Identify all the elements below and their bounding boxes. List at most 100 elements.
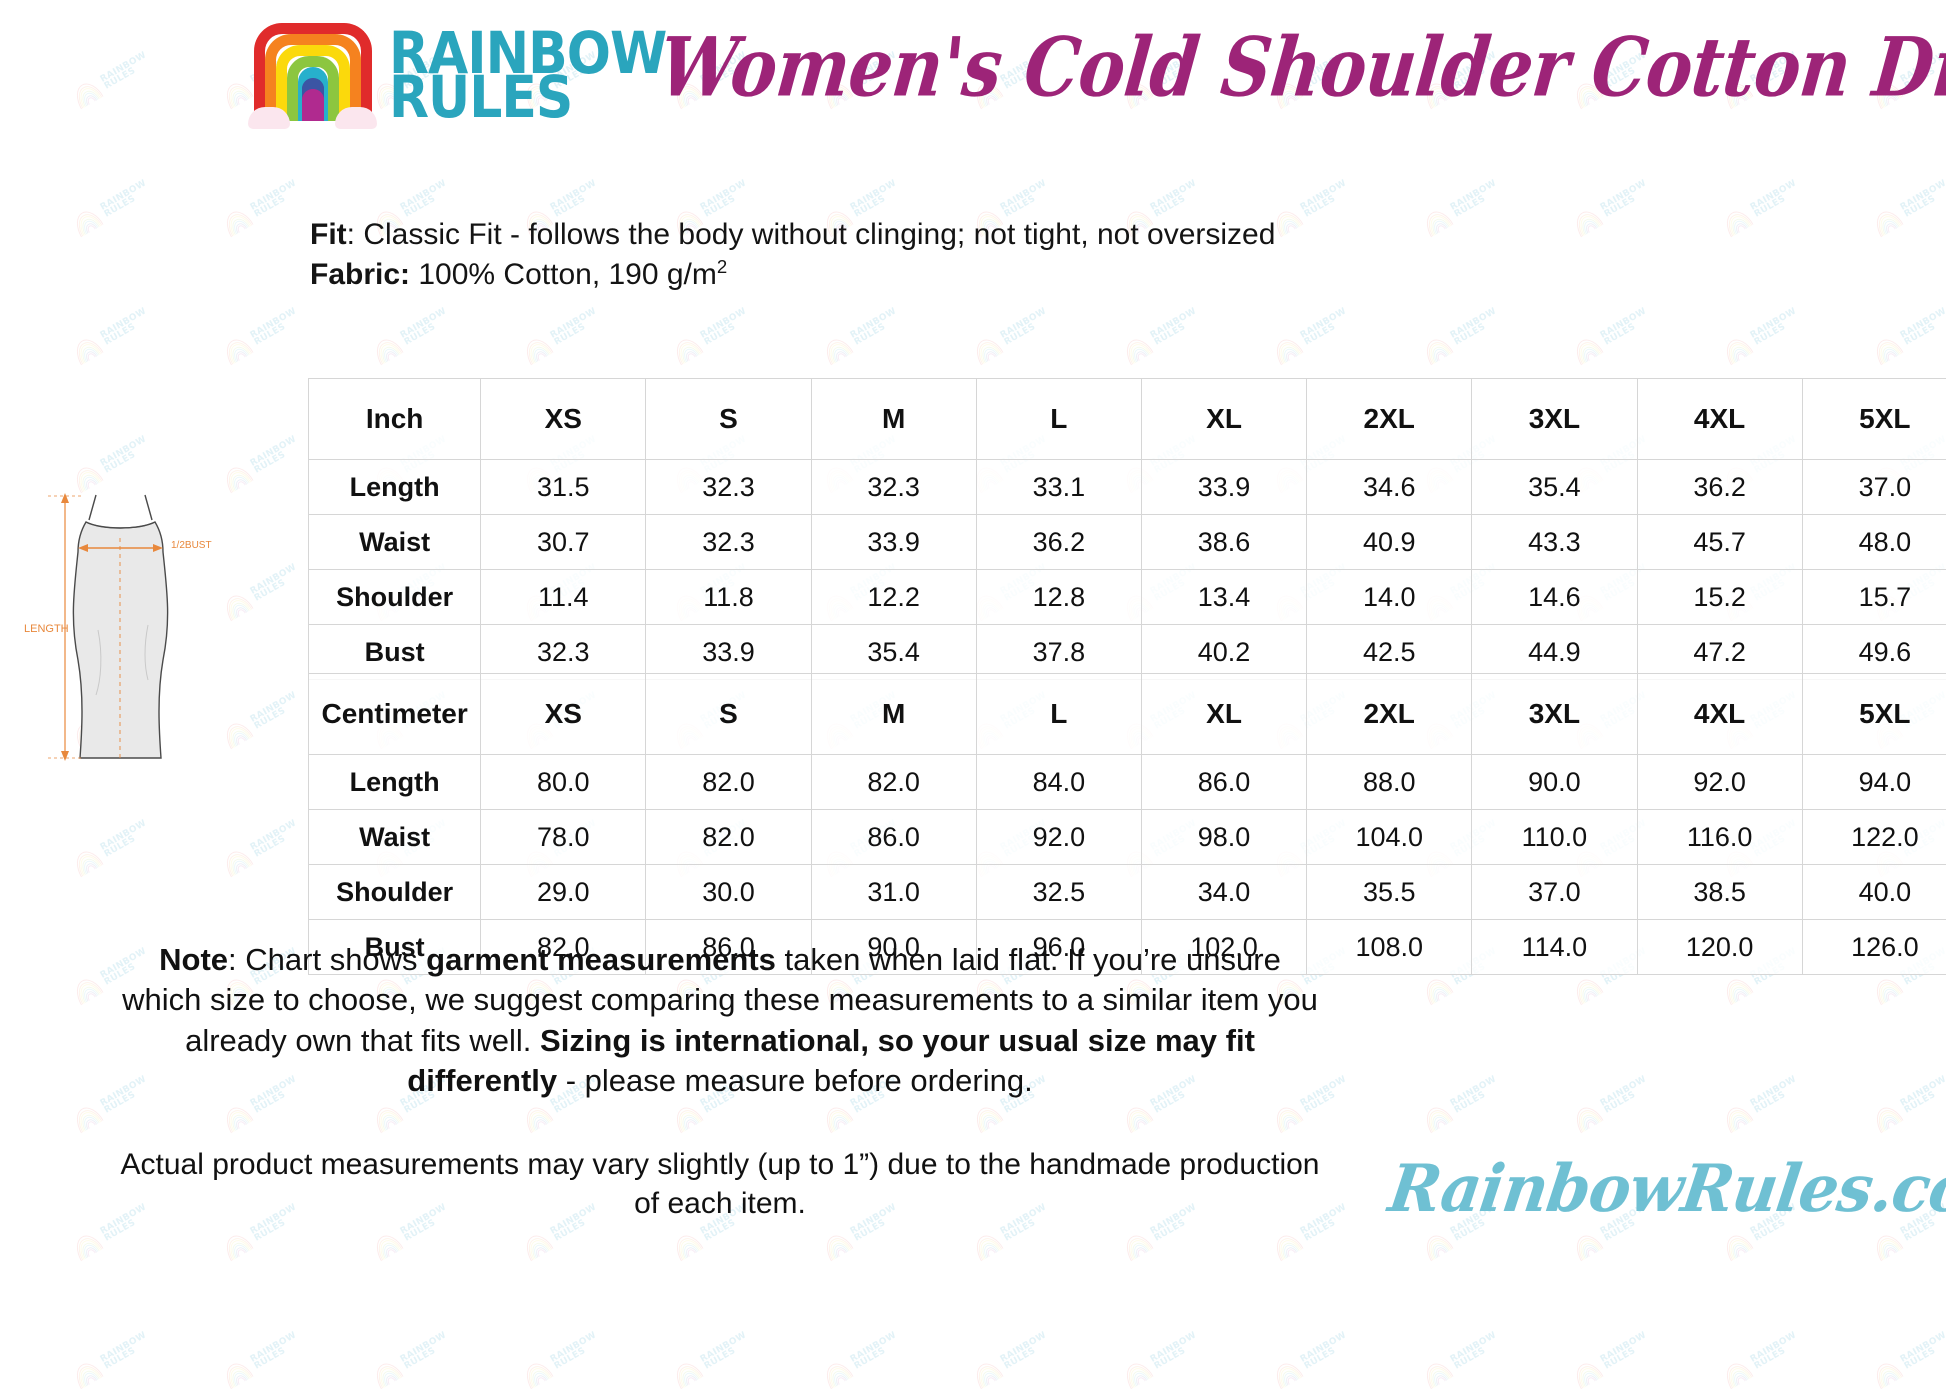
measure-label-length: Length [309, 460, 481, 515]
size-header-xs: XS [481, 379, 646, 460]
cell-inch-length-xs: 31.5 [481, 460, 646, 515]
dress-measurement-diagram: LENGTH 1/2BUST [8, 480, 248, 800]
cell-cm-bust-5xl: 126.0 [1802, 920, 1946, 975]
size-header-4xl: 4XL [1637, 379, 1802, 460]
cell-inch-bust-s: 33.9 [646, 625, 811, 680]
cell-cm-waist-xl: 98.0 [1141, 810, 1306, 865]
fabric-label: Fabric: [310, 258, 410, 291]
cell-inch-waist-5xl: 48.0 [1802, 515, 1946, 570]
fit-label: Fit [310, 218, 347, 251]
measure-label-bust: Bust [309, 625, 481, 680]
fit-line: Fit: Classic Fit - follows the body with… [310, 215, 1275, 255]
watermark-rainbow-icon [1720, 1229, 1754, 1261]
watermark-rainbow-icon [970, 1357, 1004, 1389]
cell-inch-waist-l: 36.2 [976, 515, 1141, 570]
cell-cm-shoulder-xs: 29.0 [481, 865, 646, 920]
brand-logo-line2: RULES [389, 74, 666, 123]
cell-inch-length-s: 32.3 [646, 460, 811, 515]
cell-inch-length-xl: 33.9 [1141, 460, 1306, 515]
watermark-rainbow-icon [1870, 1357, 1904, 1389]
watermark-rainbow-icon [1270, 1229, 1304, 1261]
watermark-rainbow-icon [1870, 1101, 1904, 1133]
watermark-rainbow-icon [670, 1229, 704, 1261]
watermark-rainbow-icon [820, 333, 854, 365]
cell-inch-waist-2xl: 40.9 [1307, 515, 1472, 570]
cell-cm-shoulder-5xl: 40.0 [1802, 865, 1946, 920]
watermark-rainbow-icon [1120, 1229, 1154, 1261]
cell-inch-bust-5xl: 49.6 [1802, 625, 1946, 680]
cell-inch-shoulder-4xl: 15.2 [1637, 570, 1802, 625]
watermark-rainbow-icon [1120, 333, 1154, 365]
cell-cm-waist-xs: 78.0 [481, 810, 646, 865]
measure-label-shoulder: Shoulder [309, 570, 481, 625]
cell-inch-waist-xl: 38.6 [1141, 515, 1306, 570]
size-header-2xl: 2XL [1307, 379, 1472, 460]
watermark-rainbow-icon [1720, 973, 1754, 1005]
cell-cm-waist-l: 92.0 [976, 810, 1141, 865]
watermark-rainbow-icon [1870, 333, 1904, 365]
fit-value: : Classic Fit - follows the body without… [347, 218, 1276, 251]
cell-inch-bust-xs: 32.3 [481, 625, 646, 680]
watermark-rainbow-icon [220, 1101, 254, 1133]
cell-inch-length-l: 33.1 [976, 460, 1141, 515]
watermark-rainbow-icon [1270, 1357, 1304, 1389]
measure-label-shoulder: Shoulder [309, 865, 481, 920]
cell-cm-bust-3xl: 114.0 [1472, 920, 1637, 975]
watermark-rainbow-icon [70, 973, 104, 1005]
watermark-rainbow-icon [1720, 333, 1754, 365]
cell-inch-waist-s: 32.3 [646, 515, 811, 570]
measure-label-waist: Waist [309, 515, 481, 570]
size-header-5xl: 5XL [1802, 674, 1946, 755]
cell-cm-waist-5xl: 122.0 [1802, 810, 1946, 865]
watermark-rainbow-icon [370, 1101, 404, 1133]
watermark-rainbow-icon [1270, 333, 1304, 365]
watermark-rainbow-icon [1420, 205, 1454, 237]
watermark-rainbow-icon [1720, 1101, 1754, 1133]
watermark-rainbow-icon [70, 333, 104, 365]
disclaimer-paragraph: Actual product measurements may vary sli… [120, 1145, 1320, 1223]
cell-inch-bust-m: 35.4 [811, 625, 976, 680]
cell-inch-bust-3xl: 44.9 [1472, 625, 1637, 680]
unit-header-cm: Centimeter [309, 674, 481, 755]
watermark-rainbow-icon [70, 1101, 104, 1133]
watermark-rainbow-icon [1120, 1101, 1154, 1133]
